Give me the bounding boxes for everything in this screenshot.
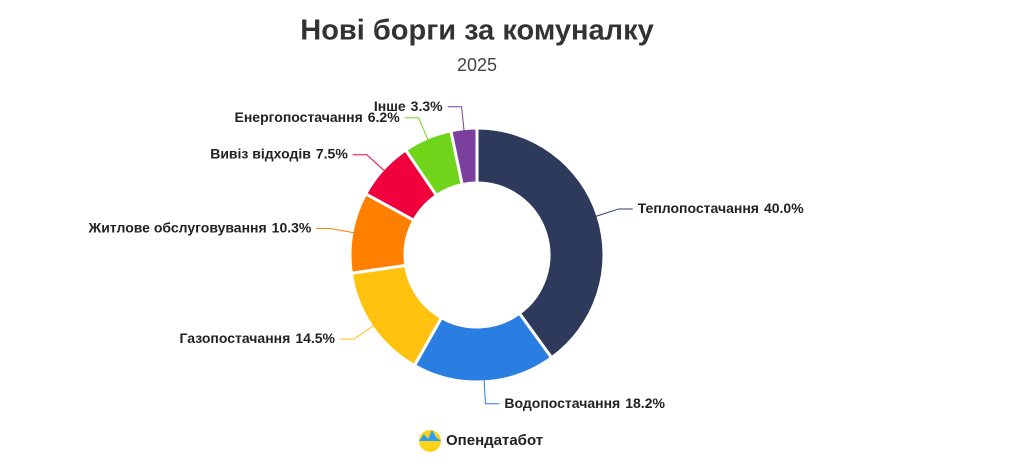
label-value: 6.2% — [368, 109, 400, 125]
data-label: Інше 3.3% — [374, 98, 443, 114]
chart-subtitle: 2025 — [457, 55, 497, 75]
label-name: Житлове обслуговування — [88, 219, 267, 235]
data-label: Газопостачання 14.5% — [180, 330, 336, 346]
data-label: Вивіз відходів 7.5% — [210, 145, 348, 161]
leader-line — [483, 379, 500, 405]
label-value: 10.3% — [272, 219, 312, 235]
data-label: Водопостачання 18.2% — [504, 394, 665, 410]
donut-slice — [449, 126, 479, 187]
label-name: Енергопостачання — [235, 109, 363, 125]
label-name: Теплопостачання — [638, 200, 759, 216]
chart-title: Нові борги за комуналку — [300, 15, 654, 47]
leader-line — [352, 154, 385, 172]
leader-line — [316, 227, 355, 234]
label-value: 40.0% — [764, 200, 804, 216]
logo-text: Опендатабот — [446, 432, 543, 449]
label-name: Водопостачання — [504, 394, 620, 410]
logo-icon-shape — [419, 430, 441, 441]
label-name: Вивіз відходів — [210, 145, 311, 161]
leader-line — [340, 325, 375, 340]
label-name: Інше — [374, 98, 406, 114]
label-value: 3.3% — [411, 98, 443, 114]
logo: Опендатабот — [419, 430, 543, 452]
label-name: Газопостачання — [180, 330, 291, 346]
donut-slice — [475, 126, 606, 360]
leader-line — [595, 208, 633, 217]
label-value: 7.5% — [316, 145, 348, 161]
leader-line — [447, 106, 465, 131]
data-label: Теплопостачання 40.0% — [638, 200, 805, 216]
leader-line — [404, 117, 429, 141]
data-label: Житлове обслуговування 10.3% — [88, 219, 312, 235]
label-value: 18.2% — [625, 394, 665, 410]
label-value: 14.5% — [295, 330, 335, 346]
data-label: Енергопостачання 6.2% — [235, 109, 401, 125]
